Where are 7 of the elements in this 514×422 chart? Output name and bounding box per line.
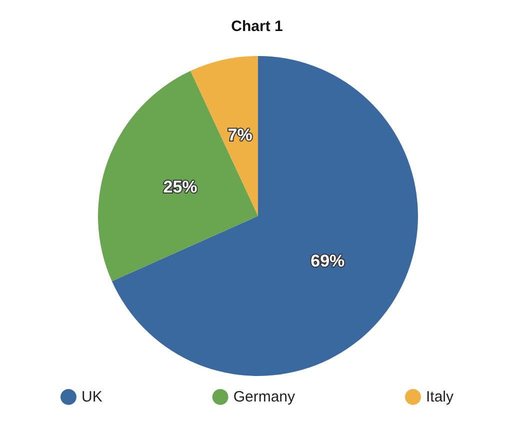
legend-label: Italy bbox=[426, 388, 454, 406]
legend-label: Germany bbox=[233, 388, 296, 406]
data-label: 69% bbox=[310, 252, 345, 271]
chart-title: Chart 1 bbox=[231, 18, 283, 35]
legend-label: UK bbox=[81, 388, 102, 406]
data-label: 25% bbox=[163, 177, 198, 196]
data-label: 7% bbox=[228, 125, 252, 144]
